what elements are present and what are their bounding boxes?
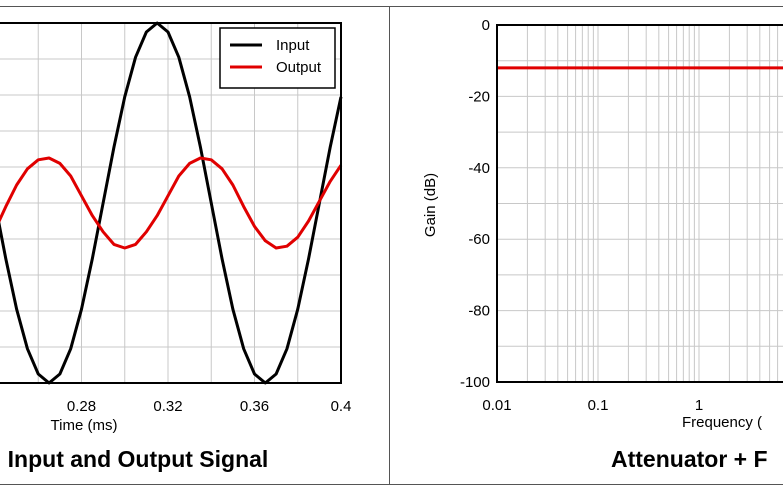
y-tick-label: -80 (468, 303, 490, 320)
legend-box (219, 27, 336, 89)
gain-chart-title: Attenuator + F (611, 446, 768, 472)
signal-series (0, 21, 343, 385)
x-tick-label: 1 (695, 397, 703, 414)
x-tick-label: 0.1 (588, 397, 609, 414)
gain-x-axis-label: Frequency ( (682, 414, 762, 431)
x-tick-label: 0.28 (67, 398, 96, 415)
gain-y-axis-label: Gain (dB) (422, 173, 439, 237)
gain-chart: 0 -20 -40 -60 -80 -100 0.01 0.1 1 Gain (dB) Fre… (422, 17, 783, 472)
signal-chart-title: Input and Output Signal (8, 446, 269, 472)
y-tick-label: -40 (468, 160, 490, 177)
y-tick-label: -20 (468, 88, 490, 105)
signal-chart: 0.28 0.32 0.36 0.4 Time (ms) Input and Outp… (0, 21, 352, 472)
series-line-input (0, 21, 343, 385)
gain-x-ticks: 0.01 0.1 1 (482, 397, 703, 414)
x-tick-label: 0.32 (153, 398, 182, 415)
legend-label-output: Output (276, 59, 322, 76)
x-tick-label: 0.01 (482, 397, 511, 414)
gain-grid (496, 24, 783, 383)
y-tick-label: -100 (460, 374, 490, 391)
x-tick-label: 0.36 (240, 398, 269, 415)
signal-x-ticks: 0.28 0.32 0.36 0.4 (67, 398, 352, 415)
signal-plot-frame (0, 22, 342, 384)
legend-label-input: Input (276, 37, 310, 54)
signal-legend: Input Output (219, 27, 336, 89)
x-tick-label: 0.4 (331, 398, 352, 415)
y-tick-label: 0 (482, 17, 490, 34)
y-tick-label: -60 (468, 231, 490, 248)
signal-x-axis-label: Time (ms) (51, 417, 118, 434)
gain-y-ticks: 0 -20 -40 -60 -80 -100 (460, 17, 490, 391)
series-line-output (0, 156, 343, 250)
